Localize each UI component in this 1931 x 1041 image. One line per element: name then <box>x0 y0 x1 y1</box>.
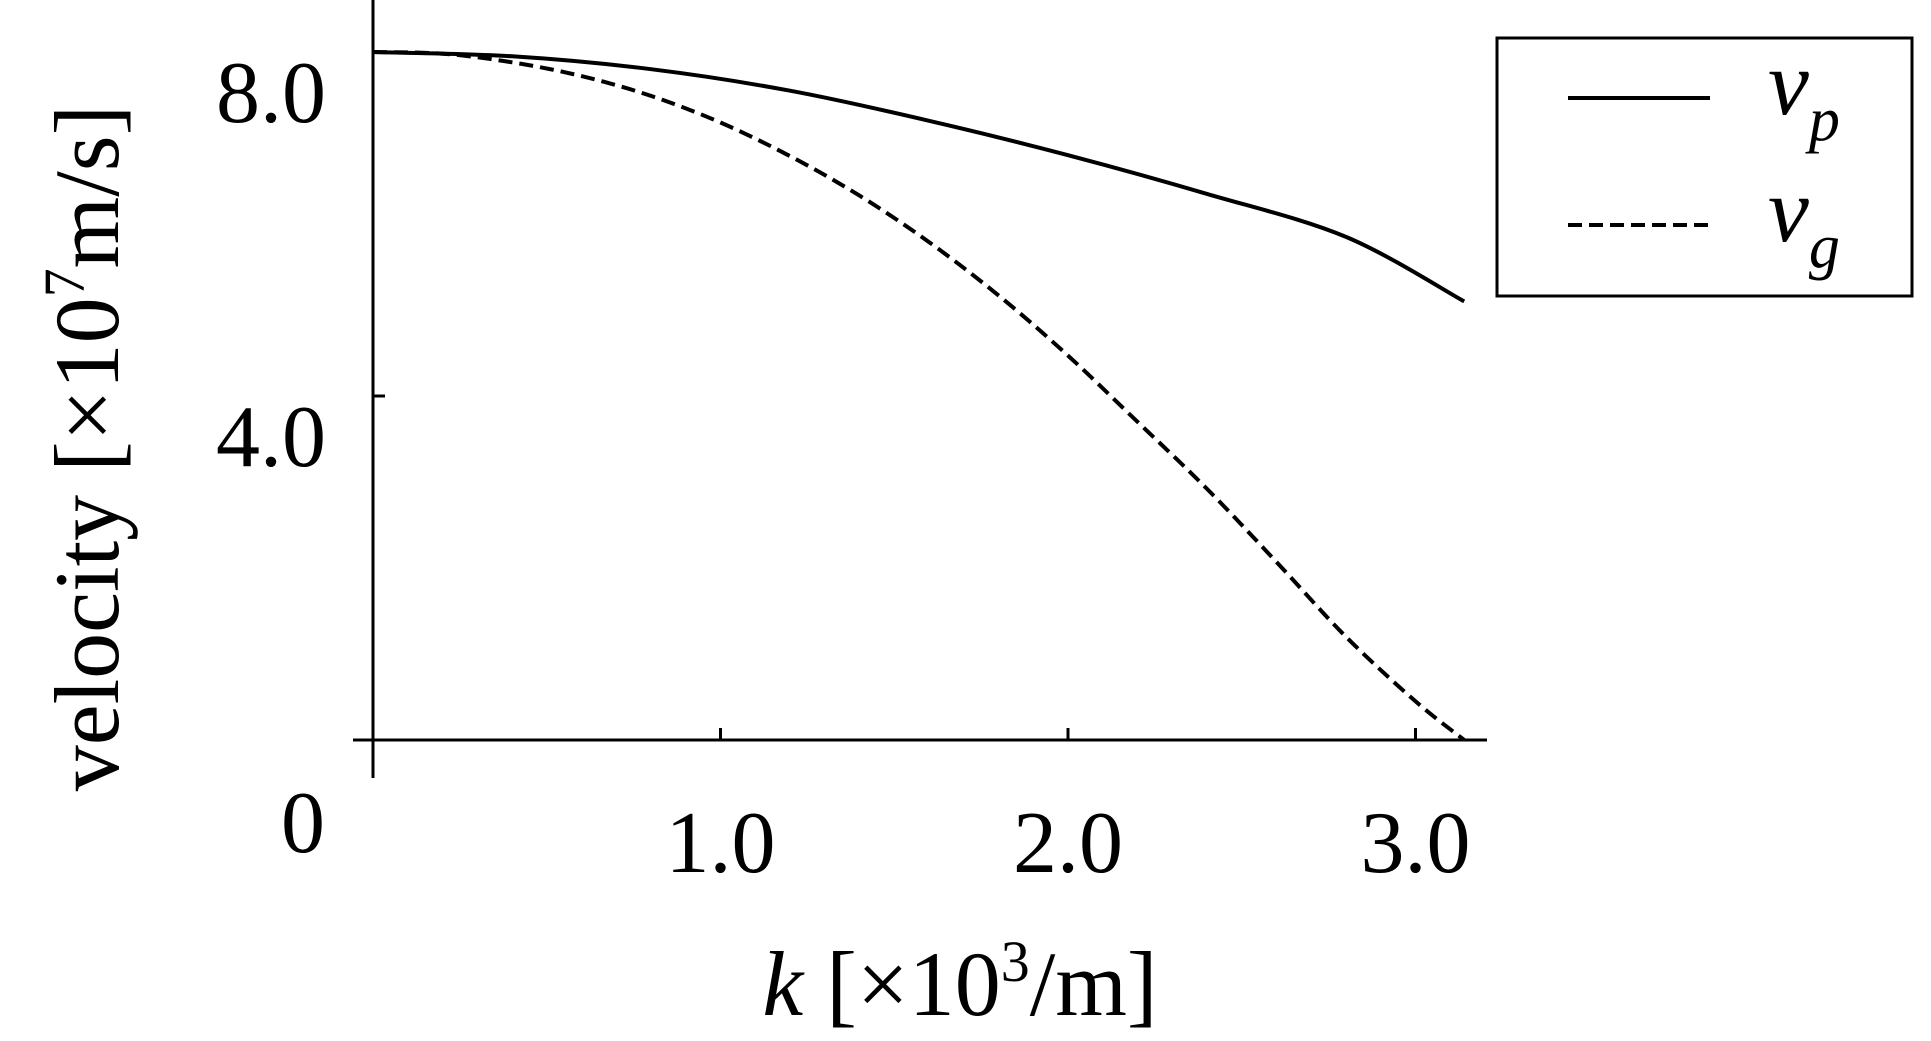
y-tick-label: 8.0 <box>216 45 326 142</box>
x-axis-title-pre: [×10 <box>803 933 1001 1035</box>
series-line-vp <box>372 50 1466 304</box>
legend-label-vg-sub: g <box>1809 213 1840 281</box>
y-axis-title-exp: 7 <box>32 268 97 297</box>
y-axis-title-post: m/s] <box>36 105 138 269</box>
series-line-vg <box>372 50 1466 742</box>
x-axis-title-var: k <box>762 933 805 1035</box>
y-axis-title: velocity [×107m/s] <box>32 105 138 791</box>
legend-label-vp: vp <box>1768 32 1840 154</box>
x-tick-label: 3.0 <box>1361 795 1471 892</box>
origin-label: 0 <box>281 775 325 872</box>
x-axis-title: k [×103/m] <box>762 929 1157 1035</box>
legend-box <box>1495 36 1914 298</box>
x-ticks: 1.0 2.0 3.0 <box>666 728 1471 892</box>
legend: vp vg <box>1495 32 1914 298</box>
y-axis-title-pre: velocity [×10 <box>36 297 138 791</box>
axes: 1.0 2.0 3.0 4.0 8.0 <box>216 0 1487 892</box>
x-axis-title-exp: 3 <box>1001 929 1030 994</box>
legend-label-vp-main: v <box>1768 32 1809 134</box>
x-axis-title-post: /m] <box>1030 933 1158 1035</box>
y-axis-title-group: velocity [×107m/s] <box>32 105 138 791</box>
y-tick-label: 4.0 <box>216 389 326 486</box>
legend-label-vg: vg <box>1768 159 1840 281</box>
x-tick-label: 2.0 <box>1013 795 1123 892</box>
legend-label-vp-sub: p <box>1805 86 1840 154</box>
legend-label-vg-main: v <box>1768 159 1809 261</box>
x-tick-label: 1.0 <box>666 795 776 892</box>
series-group <box>372 50 1466 742</box>
y-ticks: 4.0 8.0 <box>216 45 385 486</box>
